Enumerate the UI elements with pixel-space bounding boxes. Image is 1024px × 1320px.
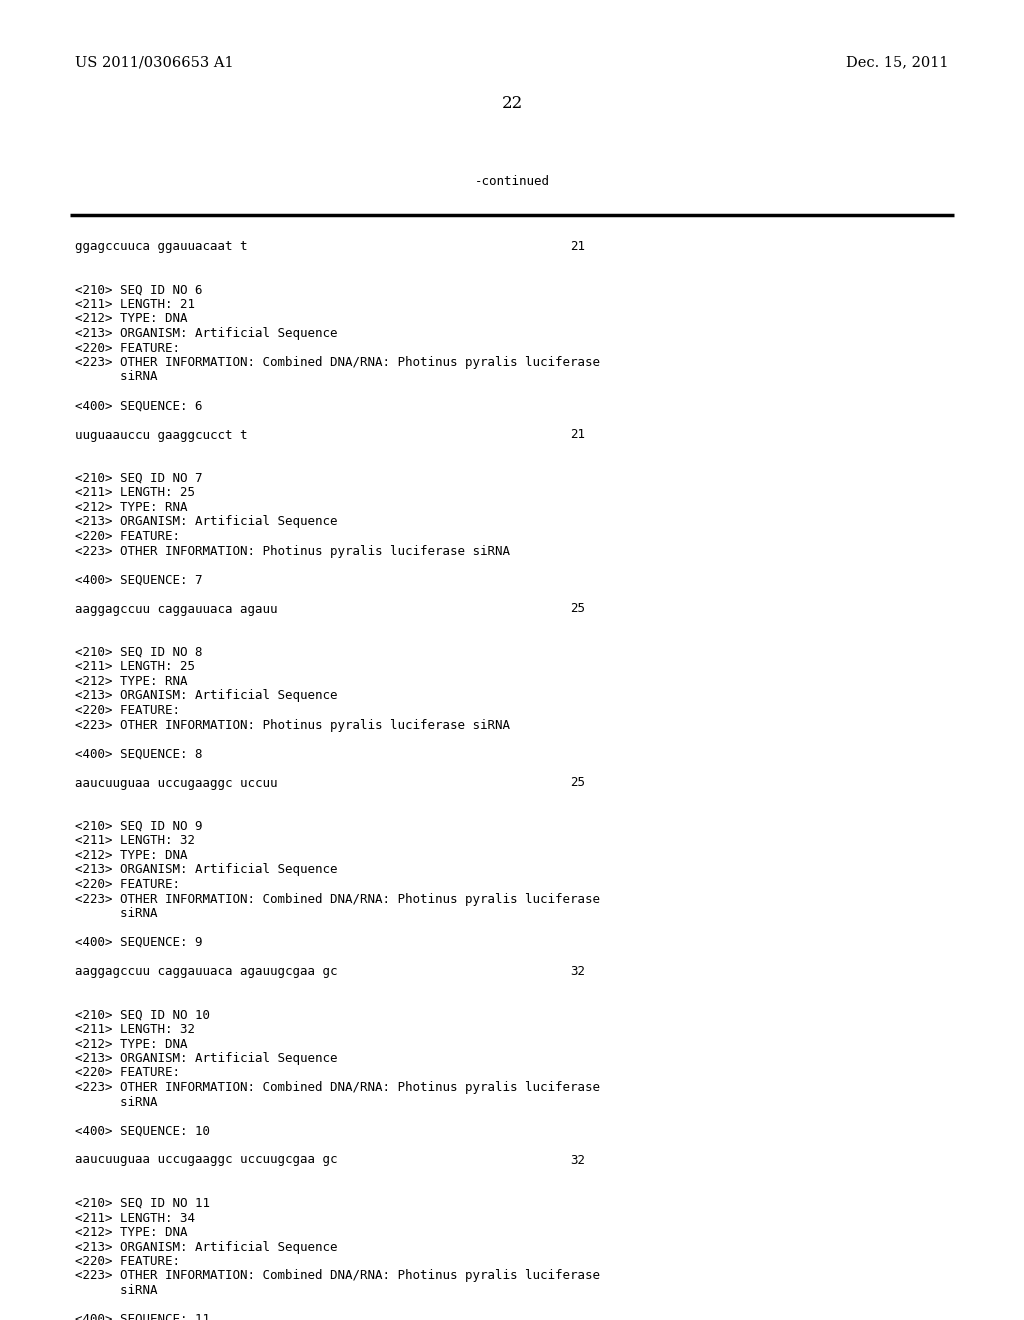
Text: <210> SEQ ID NO 9: <210> SEQ ID NO 9	[75, 820, 203, 833]
Text: <223> OTHER INFORMATION: Combined DNA/RNA: Photinus pyralis luciferase: <223> OTHER INFORMATION: Combined DNA/RN…	[75, 356, 600, 370]
Text: siRNA: siRNA	[75, 371, 158, 384]
Text: 22: 22	[502, 95, 522, 112]
Text: siRNA: siRNA	[75, 1284, 158, 1298]
Text: -continued: -continued	[474, 176, 550, 187]
Text: <400> SEQUENCE: 9: <400> SEQUENCE: 9	[75, 936, 203, 949]
Text: <210> SEQ ID NO 6: <210> SEQ ID NO 6	[75, 284, 203, 297]
Text: <212> TYPE: RNA: <212> TYPE: RNA	[75, 502, 187, 513]
Text: <400> SEQUENCE: 10: <400> SEQUENCE: 10	[75, 1125, 210, 1138]
Text: <213> ORGANISM: Artificial Sequence: <213> ORGANISM: Artificial Sequence	[75, 1052, 338, 1065]
Text: ggagccuuca ggauuacaat t: ggagccuuca ggauuacaat t	[75, 240, 248, 253]
Text: <213> ORGANISM: Artificial Sequence: <213> ORGANISM: Artificial Sequence	[75, 1241, 338, 1254]
Text: <223> OTHER INFORMATION: Photinus pyralis luciferase siRNA: <223> OTHER INFORMATION: Photinus pyrali…	[75, 544, 510, 557]
Text: aaggagccuu caggauuaca agauu: aaggagccuu caggauuaca agauu	[75, 602, 278, 615]
Text: <223> OTHER INFORMATION: Combined DNA/RNA: Photinus pyralis luciferase: <223> OTHER INFORMATION: Combined DNA/RN…	[75, 892, 600, 906]
Text: <211> LENGTH: 34: <211> LENGTH: 34	[75, 1212, 195, 1225]
Text: 21: 21	[570, 429, 585, 441]
Text: <211> LENGTH: 25: <211> LENGTH: 25	[75, 660, 195, 673]
Text: 32: 32	[570, 1154, 585, 1167]
Text: <220> FEATURE:: <220> FEATURE:	[75, 878, 180, 891]
Text: <220> FEATURE:: <220> FEATURE:	[75, 1067, 180, 1080]
Text: <213> ORGANISM: Artificial Sequence: <213> ORGANISM: Artificial Sequence	[75, 516, 338, 528]
Text: uuguaauccu gaaggcucct t: uuguaauccu gaaggcucct t	[75, 429, 248, 441]
Text: 21: 21	[570, 240, 585, 253]
Text: aaucuuguaa uccugaaggc uccuugcgaa gc: aaucuuguaa uccugaaggc uccuugcgaa gc	[75, 1154, 338, 1167]
Text: <212> TYPE: DNA: <212> TYPE: DNA	[75, 1038, 187, 1051]
Text: <400> SEQUENCE: 7: <400> SEQUENCE: 7	[75, 573, 203, 586]
Text: <400> SEQUENCE: 6: <400> SEQUENCE: 6	[75, 400, 203, 412]
Text: <220> FEATURE:: <220> FEATURE:	[75, 1255, 180, 1269]
Text: <211> LENGTH: 32: <211> LENGTH: 32	[75, 1023, 195, 1036]
Text: US 2011/0306653 A1: US 2011/0306653 A1	[75, 55, 233, 69]
Text: <212> TYPE: DNA: <212> TYPE: DNA	[75, 313, 187, 326]
Text: <210> SEQ ID NO 8: <210> SEQ ID NO 8	[75, 645, 203, 659]
Text: aaucuuguaa uccugaaggc uccuu: aaucuuguaa uccugaaggc uccuu	[75, 776, 278, 789]
Text: 25: 25	[570, 602, 585, 615]
Text: 32: 32	[570, 965, 585, 978]
Text: <212> TYPE: RNA: <212> TYPE: RNA	[75, 675, 187, 688]
Text: <223> OTHER INFORMATION: Combined DNA/RNA: Photinus pyralis luciferase: <223> OTHER INFORMATION: Combined DNA/RN…	[75, 1270, 600, 1283]
Text: <210> SEQ ID NO 11: <210> SEQ ID NO 11	[75, 1197, 210, 1210]
Text: <210> SEQ ID NO 7: <210> SEQ ID NO 7	[75, 473, 203, 484]
Text: <400> SEQUENCE: 11: <400> SEQUENCE: 11	[75, 1313, 210, 1320]
Text: <223> OTHER INFORMATION: Combined DNA/RNA: Photinus pyralis luciferase: <223> OTHER INFORMATION: Combined DNA/RN…	[75, 1081, 600, 1094]
Text: <223> OTHER INFORMATION: Photinus pyralis luciferase siRNA: <223> OTHER INFORMATION: Photinus pyrali…	[75, 718, 510, 731]
Text: aaggagccuu caggauuaca agauugcgaa gc: aaggagccuu caggauuaca agauugcgaa gc	[75, 965, 338, 978]
Text: <213> ORGANISM: Artificial Sequence: <213> ORGANISM: Artificial Sequence	[75, 327, 338, 341]
Text: <211> LENGTH: 32: <211> LENGTH: 32	[75, 834, 195, 847]
Text: <210> SEQ ID NO 10: <210> SEQ ID NO 10	[75, 1008, 210, 1022]
Text: siRNA: siRNA	[75, 1096, 158, 1109]
Text: <213> ORGANISM: Artificial Sequence: <213> ORGANISM: Artificial Sequence	[75, 863, 338, 876]
Text: <213> ORGANISM: Artificial Sequence: <213> ORGANISM: Artificial Sequence	[75, 689, 338, 702]
Text: <220> FEATURE:: <220> FEATURE:	[75, 704, 180, 717]
Text: 25: 25	[570, 776, 585, 789]
Text: <220> FEATURE:: <220> FEATURE:	[75, 342, 180, 355]
Text: <212> TYPE: DNA: <212> TYPE: DNA	[75, 1226, 187, 1239]
Text: <211> LENGTH: 21: <211> LENGTH: 21	[75, 298, 195, 312]
Text: <212> TYPE: DNA: <212> TYPE: DNA	[75, 849, 187, 862]
Text: Dec. 15, 2011: Dec. 15, 2011	[847, 55, 949, 69]
Text: <220> FEATURE:: <220> FEATURE:	[75, 531, 180, 543]
Text: <400> SEQUENCE: 8: <400> SEQUENCE: 8	[75, 747, 203, 760]
Text: siRNA: siRNA	[75, 907, 158, 920]
Text: <211> LENGTH: 25: <211> LENGTH: 25	[75, 487, 195, 499]
